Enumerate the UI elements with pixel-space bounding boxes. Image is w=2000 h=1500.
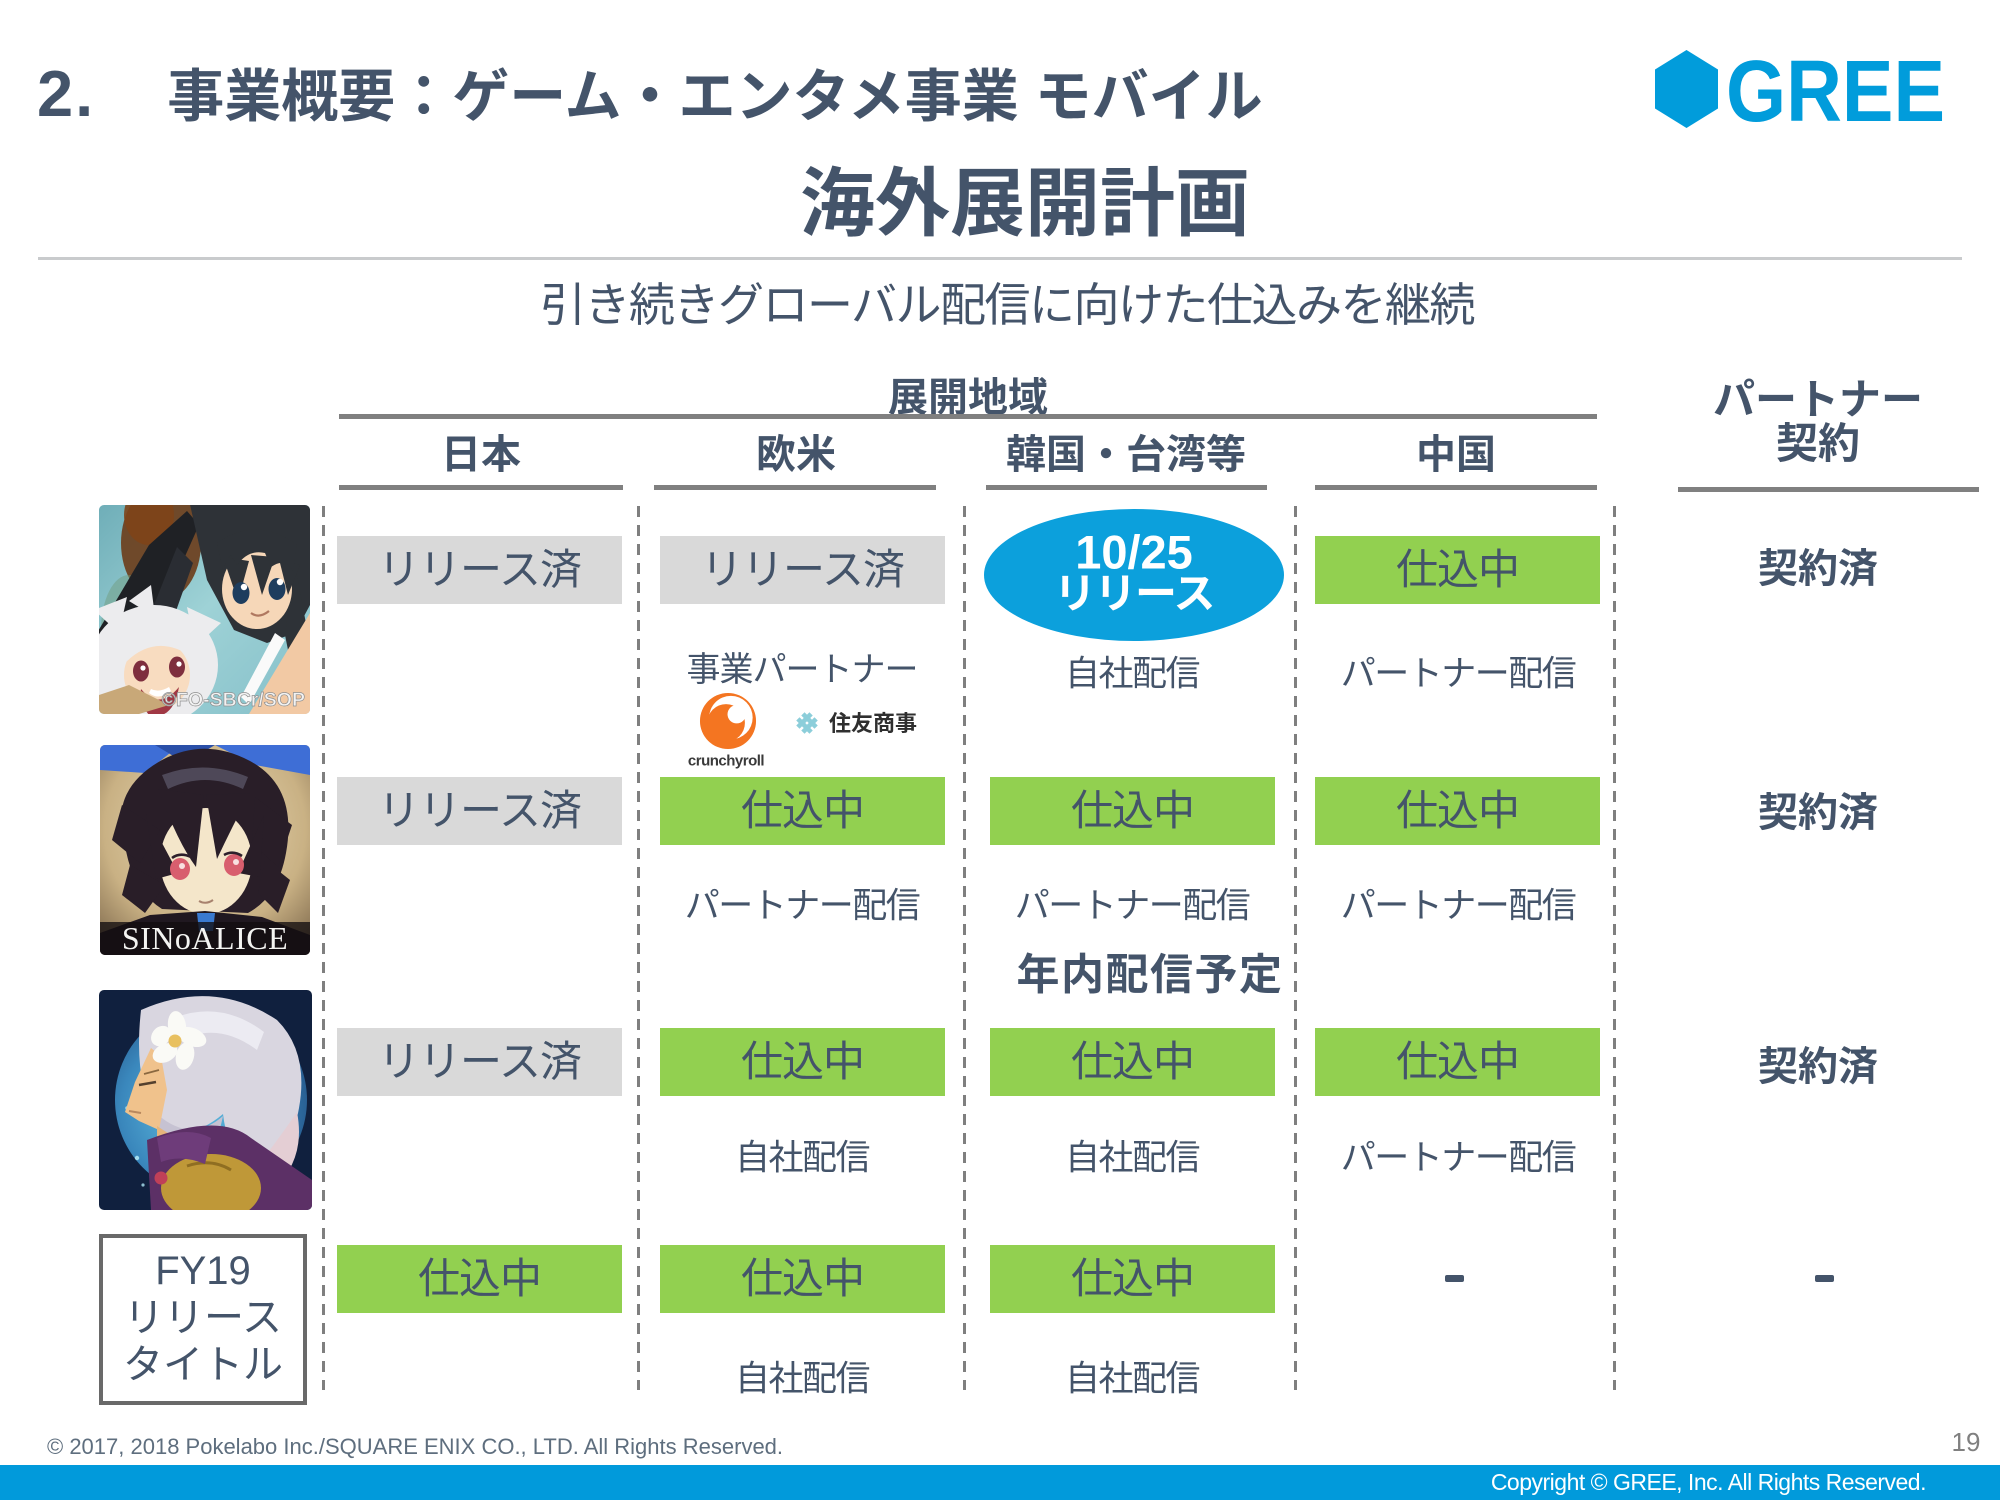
svg-text:SINoALICE: SINoALICE [122, 920, 288, 955]
svg-text:©FO-SBCr/SOP: ©FO-SBCr/SOP [162, 689, 305, 711]
svg-text:GREE: GREE [1726, 43, 1945, 140]
